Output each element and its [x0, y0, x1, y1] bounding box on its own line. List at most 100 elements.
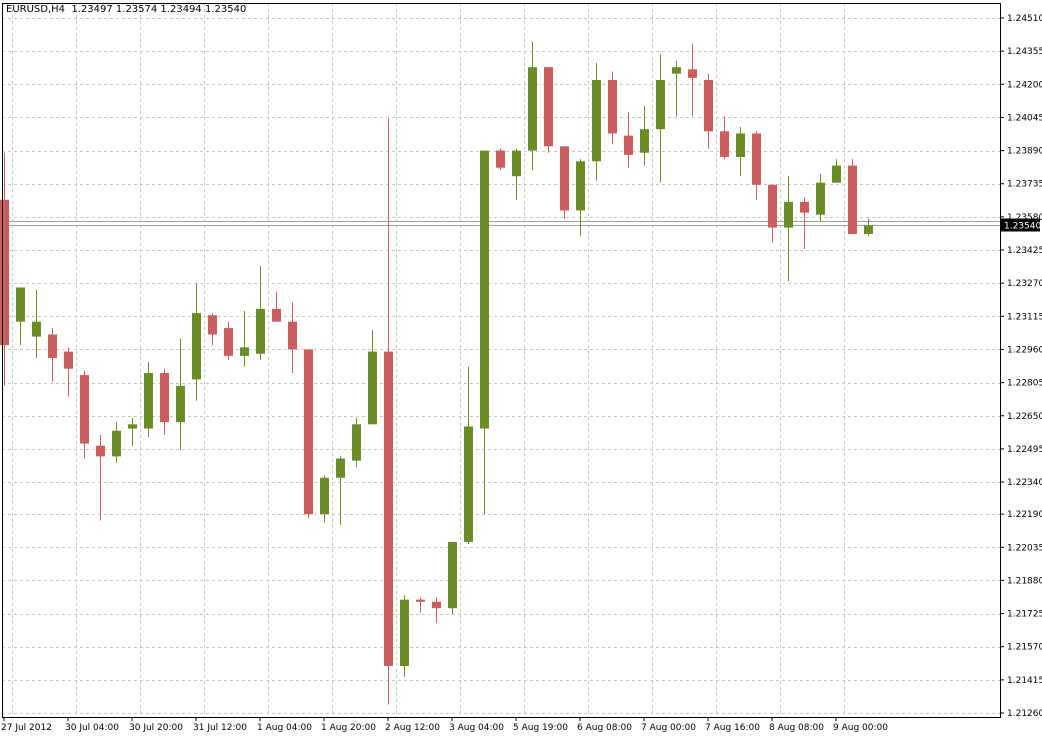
candle [464, 366, 473, 545]
candle-body [832, 165, 841, 183]
candle-body [704, 80, 713, 132]
x-tick-label: 30 Jul 04:00 [65, 723, 119, 733]
y-tick-label: 1.24510 [1007, 14, 1042, 24]
candle [480, 150, 489, 515]
candle-body [352, 424, 361, 461]
candle-body [512, 150, 521, 177]
chart-title: EURUSD,H4 1.23497 1.23574 1.23494 1.2354… [6, 4, 247, 15]
candle-body [128, 424, 137, 429]
candle [576, 159, 585, 237]
candle-body [304, 349, 313, 515]
candle [592, 62, 601, 181]
candle [624, 112, 633, 168]
candle [224, 321, 233, 361]
candle [384, 118, 393, 705]
y-tick-label: 1.23425 [1007, 246, 1042, 256]
candle-body [800, 201, 809, 213]
candle-body [416, 599, 425, 602]
candle-body [80, 375, 89, 444]
x-tick-label: 6 Aug 08:00 [577, 723, 632, 733]
candle-body [384, 351, 393, 666]
x-tick-label: 1 Aug 04:00 [257, 723, 312, 733]
candle-body [752, 133, 761, 185]
y-tick-label: 1.22190 [1007, 510, 1042, 520]
candle [544, 67, 553, 153]
candle-body [640, 129, 649, 153]
candle-body [608, 80, 617, 134]
candle [688, 43, 697, 117]
candle-body [816, 182, 825, 215]
candle [320, 475, 329, 523]
candle [240, 310, 249, 367]
candle [80, 370, 89, 459]
candle [608, 71, 617, 145]
candle-body [624, 135, 633, 155]
candle-body [64, 351, 73, 369]
candle-body [480, 150, 489, 429]
x-tick-label: 3 Aug 04:00 [449, 723, 504, 733]
y-tick-label: 1.24200 [1007, 80, 1042, 90]
candle-body [144, 372, 153, 429]
y-tick-label: 1.23580 [1007, 213, 1042, 223]
candle-body [576, 161, 585, 211]
candle-body [736, 133, 745, 157]
y-tick-label: 1.21260 [1007, 709, 1042, 719]
price-axis: 1.24510 1.24355 1.24200 1.24045 1.23890 1.237… [1000, 14, 1042, 719]
candle-body [32, 321, 41, 337]
y-tick-label: 1.22650 [1007, 412, 1042, 422]
y-tick-label: 1.22340 [1007, 478, 1042, 488]
y-tick-label: 1.21725 [1007, 610, 1042, 620]
y-tick-label: 1.21415 [1007, 676, 1042, 686]
candle-body [224, 328, 233, 356]
candle-body [496, 150, 505, 168]
candle [160, 368, 169, 435]
candle-body [0, 199, 9, 346]
candle [496, 148, 505, 170]
candle [256, 266, 265, 361]
candle-body [544, 67, 553, 147]
candle-body [656, 80, 665, 130]
plot-frame [2, 3, 1001, 718]
candle-body [192, 313, 201, 380]
y-tick-label: 1.24045 [1007, 113, 1042, 123]
candle [128, 417, 137, 446]
y-tick-label: 1.23735 [1007, 180, 1042, 190]
x-tick-label: 5 Aug 19:00 [513, 723, 568, 733]
candle-body [464, 426, 473, 542]
candle [48, 328, 57, 382]
candle-body [560, 146, 569, 211]
candle-body [592, 80, 601, 162]
y-tick-label: 1.21570 [1007, 643, 1042, 653]
candle [336, 456, 345, 525]
candle [704, 73, 713, 149]
x-tick-label: 27 Jul 2012 [1, 723, 52, 733]
candle [0, 152, 9, 386]
candle [304, 349, 313, 519]
candle [208, 313, 217, 346]
x-tick-label: 7 Aug 00:00 [641, 723, 696, 733]
candle-body [96, 445, 105, 457]
candle-body [400, 599, 409, 666]
candle-body [432, 601, 441, 609]
x-tick-label: 31 Jul 12:00 [193, 723, 247, 733]
x-tick-label: 2 Aug 12:00 [385, 723, 440, 733]
candle-body [320, 477, 329, 515]
candle-body [256, 308, 265, 354]
candle [96, 435, 105, 521]
y-tick-label: 1.24355 [1007, 47, 1042, 57]
current-price-label: 1.23540 [1004, 222, 1041, 232]
x-tick-label: 7 Aug 16:00 [705, 723, 760, 733]
candle [176, 338, 185, 450]
candle-body [160, 372, 169, 423]
candle [864, 219, 873, 237]
candle [848, 159, 857, 234]
candle-body [336, 458, 345, 478]
candle [512, 148, 521, 200]
candle-body [368, 351, 377, 425]
x-tick-label: 8 Aug 08:00 [769, 723, 824, 733]
candle [144, 362, 153, 438]
candle [528, 41, 537, 170]
x-tick-label: 30 Jul 20:00 [129, 723, 183, 733]
candle-body [288, 321, 297, 350]
